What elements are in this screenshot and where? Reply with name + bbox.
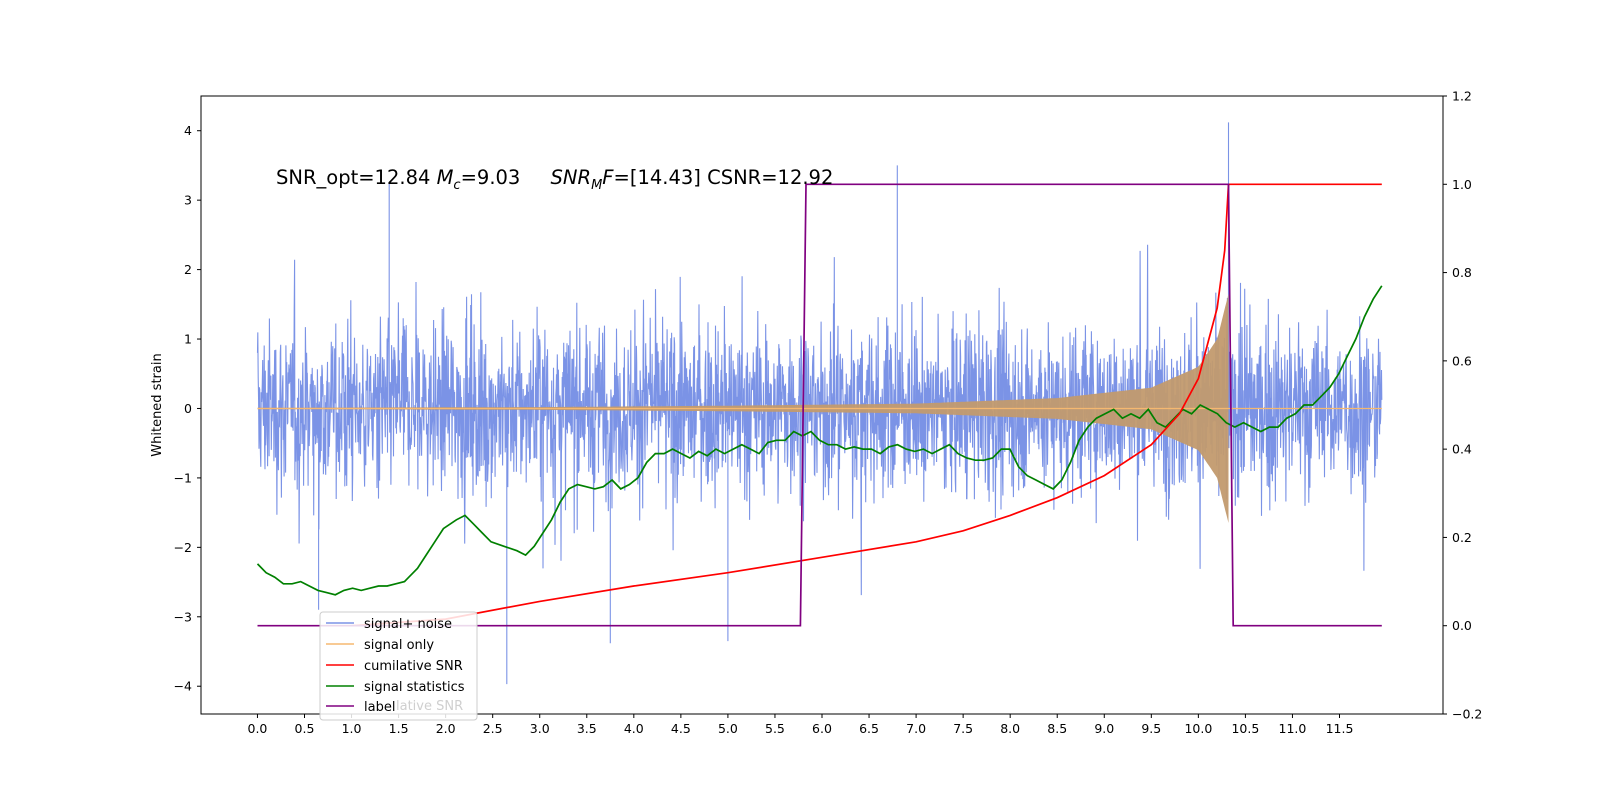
series-cumulative-snr [351, 183, 1382, 627]
title-snr-opt: SNR_opt=12.84 [276, 166, 437, 189]
x-tick-label: 9.5 [1141, 721, 1161, 736]
y2-tick-label: −0.2 [1452, 707, 1482, 722]
title-snrmf-subscript: M [591, 178, 602, 193]
x-tick-label: 5.0 [718, 721, 738, 736]
legend-label-signal: signal only [364, 638, 434, 653]
series-signal-plus-noise [256, 122, 1383, 685]
y-tick-label: 3 [184, 193, 192, 208]
title-mc-value: =9.03 [461, 166, 521, 189]
x-tick-label: 0.0 [248, 721, 268, 736]
y-tick-label: 4 [184, 123, 192, 138]
plot-area [256, 122, 1383, 685]
title-snrmf-value: =[14.43] CSNR=12.92 [614, 166, 834, 189]
y2-tick-label: 0.8 [1452, 265, 1472, 280]
x-tick-label: 1.5 [389, 721, 409, 736]
x-tick-label: 8.0 [1000, 721, 1020, 736]
title-snrmf-f: F [602, 166, 614, 189]
series-signal-statistics [256, 285, 1383, 596]
legend-label-stats: signal statistics [364, 680, 465, 695]
x-tick-label: 7.0 [906, 721, 926, 736]
y2-tick-label: 1.0 [1452, 177, 1472, 192]
x-tick-label: 6.5 [859, 721, 879, 736]
x-tick-label: 2.5 [483, 721, 503, 736]
x-tick-label: 4.5 [671, 721, 691, 736]
y2-tick-label: 0.6 [1452, 353, 1472, 368]
x-tick-label: 3.5 [577, 721, 597, 736]
x-tick-label: 6.0 [812, 721, 832, 736]
y-tick-label: 1 [184, 332, 192, 347]
series-signal-only [257, 293, 1382, 523]
x-tick-label: 3.0 [530, 721, 550, 736]
title-snrmf-symbol: SNR [551, 166, 592, 189]
x-tick-label: 5.5 [765, 721, 785, 736]
legend-label-csnr: cumilative SNR [364, 659, 463, 674]
legend-ghost-text: lative SNR [396, 699, 463, 714]
series-label [257, 183, 1382, 627]
label-line [257, 183, 1382, 627]
y-tick-label: −1 [174, 470, 192, 485]
cumulative-snr-line [351, 183, 1382, 627]
x-tick-label: 7.5 [953, 721, 973, 736]
y-tick-label: −3 [174, 609, 192, 624]
x-tick-label: 11.0 [1279, 721, 1307, 736]
x-tick-label: 11.5 [1326, 721, 1354, 736]
x-tick-label: 0.5 [295, 721, 315, 736]
x-tick-label: 10.0 [1184, 721, 1212, 736]
x-axis: 0.0 0.5 1.0 1.5 2.0 2.5 3.0 3.5 4.0 4.5 5.0 5.5 6.0 6… [248, 714, 1354, 736]
legend-label-label: label [364, 700, 395, 715]
y-tick-label: 2 [184, 262, 192, 277]
title-mc-subscript: c [453, 178, 460, 193]
signal-statistics-line [256, 285, 1383, 596]
y2-tick-label: 0.2 [1452, 530, 1472, 545]
legend-box [319, 611, 478, 721]
y2-tick-label: 0.0 [1452, 618, 1472, 633]
noise-line [256, 122, 1383, 685]
x-tick-label: 9.0 [1094, 721, 1114, 736]
y-axis-label: Whitened strain [150, 353, 165, 456]
x-tick-label: 8.5 [1047, 721, 1067, 736]
y-axis-left: 4 3 2 1 0 −1 −2 −3 −4 [174, 123, 201, 694]
y-tick-label: 0 [184, 401, 192, 416]
y-tick-label: −4 [174, 679, 192, 694]
y2-tick-label: 1.2 [1452, 89, 1472, 104]
x-tick-label: 4.0 [624, 721, 644, 736]
y-axis-right: 1.2 1.0 0.8 0.6 0.4 0.2 0.0 −0.2 [1443, 89, 1482, 722]
legend-label-noise: signal+ noise [364, 617, 452, 632]
x-tick-label: 10.5 [1231, 721, 1259, 736]
x-tick-label: 1.0 [342, 721, 362, 736]
y-tick-label: −2 [174, 540, 192, 555]
chart-title: SNR_opt=12.84 Mc=9.03 SNRMF=[14.43] CSNR… [276, 166, 833, 193]
y2-tick-label: 0.4 [1452, 442, 1472, 457]
legend: lative SNR signal+ noise signal only cum… [319, 611, 478, 721]
x-tick-label: 2.0 [436, 721, 456, 736]
title-mc-symbol: M [437, 166, 454, 189]
